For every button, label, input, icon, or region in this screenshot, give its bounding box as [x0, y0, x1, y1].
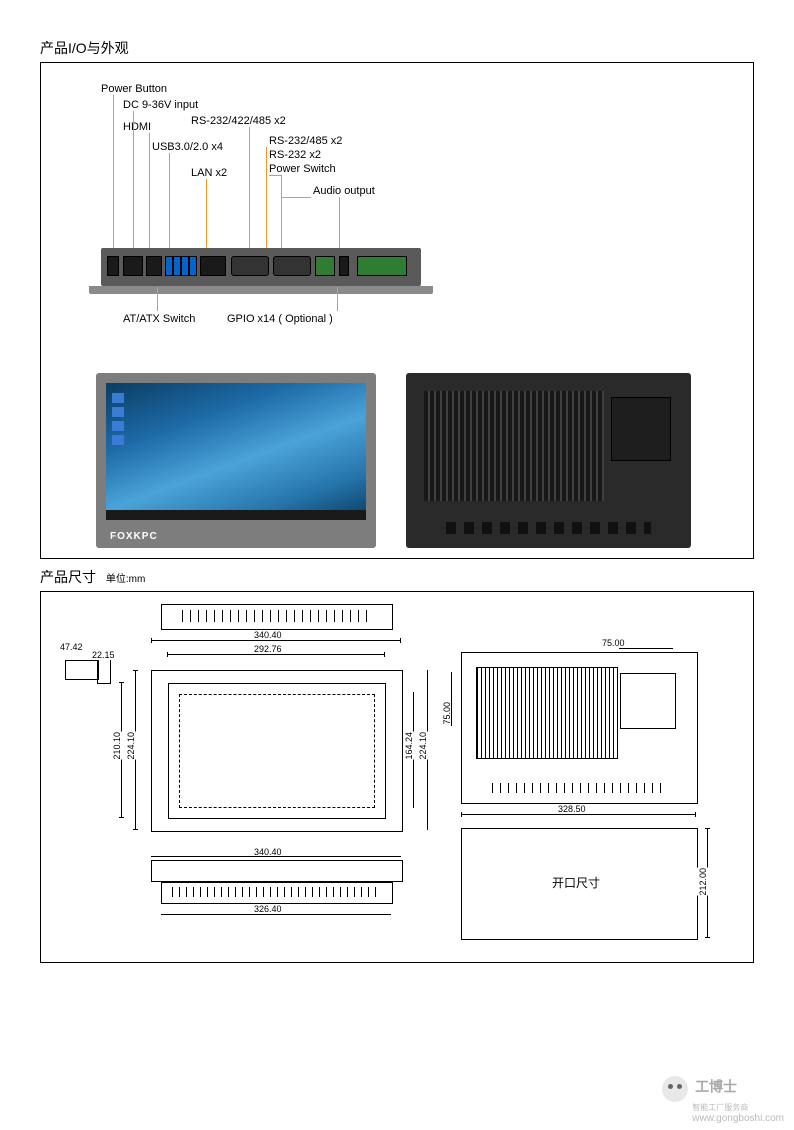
label-lan: LAN x2 [191, 167, 227, 179]
dim-h-inner: 210.10 [111, 732, 123, 760]
port-audio [339, 256, 349, 276]
label-rs232: RS-232 x2 [269, 149, 321, 161]
lead-lan [206, 179, 207, 255]
lead-usb [169, 153, 170, 255]
dim-h-outer-r: 224.10 [417, 732, 429, 760]
dim-back-cut-w: 75.00 [601, 638, 626, 648]
product-back-view [406, 373, 691, 548]
dim-w-inner: 292.76 [253, 644, 283, 654]
lead-hdmi [149, 133, 150, 255]
lead-audio-h [281, 197, 311, 198]
front-screen [106, 383, 366, 520]
dim-side-bezel [97, 656, 111, 684]
dim-cutout-h: 212.00 [697, 868, 709, 896]
dim-top-strip [161, 604, 393, 630]
dim-h-outer: 224.10 [125, 732, 137, 760]
lead-dc [133, 111, 134, 255]
lead-gpio [337, 287, 338, 311]
lead-rs485 [266, 147, 267, 255]
dim-front-inner [168, 683, 386, 819]
label-dc-input: DC 9-36V input [123, 99, 198, 111]
lead-rs422 [249, 127, 250, 255]
label-audio: Audio output [313, 185, 375, 197]
port-gpio [357, 256, 407, 276]
port-hdmi [146, 256, 162, 276]
brand-logo: FOXKPC [110, 531, 158, 542]
dim-bottom-profile [151, 860, 403, 882]
lead-audio [339, 197, 340, 255]
dimline-w-outer [151, 640, 401, 641]
dimension-box: 47.42 22.15 340.40 292.76 224.10 210.10 … [40, 591, 754, 963]
io-port-panel [101, 248, 421, 286]
label-rs232-422-485: RS-232/422/485 x2 [191, 115, 286, 127]
service-hatch [611, 397, 671, 461]
io-section-title: 产品I/O与外观 [40, 38, 754, 58]
dim-back-fins [476, 667, 618, 759]
taskbar [106, 510, 366, 520]
label-power-switch: Power Switch [269, 163, 336, 175]
dim-back-w: 328.50 [557, 804, 587, 814]
watermark: 工博士 智能工厂服务商 www.gongboshi.com [662, 1076, 784, 1124]
watermark-name: 工博士 [695, 1079, 737, 1095]
dim-h-visible: 164.24 [403, 732, 415, 760]
label-usb: USB3.0/2.0 x4 [152, 141, 223, 153]
dim-front-outline [151, 670, 403, 832]
dim-d-side: 47.42 [59, 642, 84, 652]
dim-back-outline [461, 652, 698, 804]
port-power-btn [107, 256, 119, 276]
dim-bottom-ports [161, 882, 393, 904]
dim-back-hatch [620, 673, 676, 729]
lead-pswitch-h [269, 175, 282, 176]
port-serial1 [231, 256, 269, 276]
heatsink-fins [424, 391, 604, 501]
desktop-icons [112, 393, 124, 449]
dim-w-outer: 340.40 [253, 630, 283, 640]
watermark-url: www.gongboshi.com [692, 1113, 784, 1124]
dim-d-front: 22.15 [91, 650, 116, 660]
dimline-w-inner [167, 654, 385, 655]
port-lan [200, 256, 226, 276]
label-hdmi: HDMI [123, 121, 151, 133]
mascot-icon [662, 1076, 688, 1102]
dim-title-text: 产品尺寸 [40, 569, 96, 585]
port-usb [165, 256, 197, 276]
dim-section-title: 产品尺寸 单位:mm [40, 567, 754, 587]
label-power-button: Power Button [101, 83, 167, 95]
port-terminal1 [315, 256, 335, 276]
port-dc [123, 256, 143, 276]
label-rs232-485: RS-232/485 x2 [269, 135, 342, 147]
dim-active-area [179, 694, 375, 808]
lead-atx [157, 287, 158, 311]
lead-power-button [113, 95, 114, 255]
watermark-sub: 智能工厂服务商 [692, 1103, 748, 1112]
label-atx: AT/ATX Switch [123, 313, 195, 325]
io-appearance-box: Power Button DC 9-36V input HDMI RS-232/… [40, 62, 754, 559]
dim-cutout-label: 开口尺寸 [551, 874, 601, 891]
back-port-row [446, 522, 651, 534]
dim-side-profile [65, 660, 99, 680]
port-serial2 [273, 256, 311, 276]
label-gpio: GPIO x14 ( Optional ) [227, 313, 333, 325]
dim-w-bottom-inner: 326.40 [253, 904, 283, 914]
lead-pswitch [281, 175, 282, 255]
product-front-view: FOXKPC [96, 373, 376, 548]
unit-label: 单位:mm [106, 574, 145, 585]
